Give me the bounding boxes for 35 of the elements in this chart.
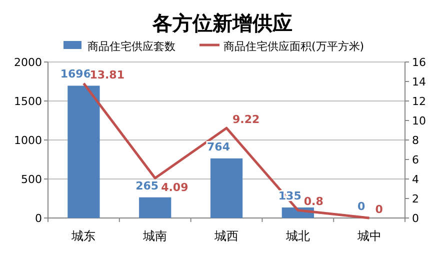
data-label: 0 <box>357 200 366 213</box>
x-tick-label: 城西 <box>214 229 238 243</box>
legend-label: 商品住宅供应面积(万平方米) <box>224 40 364 53</box>
y-tick-label: 0 <box>35 212 42 225</box>
data-label: 0 <box>375 203 384 216</box>
y-tick-label: 2000 <box>14 56 42 69</box>
x-tick-label: 城中 <box>356 229 382 243</box>
data-label: 1696 <box>60 68 92 81</box>
y-tick-label: 1000 <box>14 134 42 147</box>
data-label: 265 <box>136 179 159 192</box>
y2-tick-label: 12 <box>412 95 426 108</box>
legend-label: 商品住宅供应套数 <box>88 40 176 53</box>
y2-tick-label: 8 <box>412 134 419 147</box>
bar <box>210 158 243 218</box>
data-label: 9.22 <box>232 113 260 126</box>
x-tick-label: 城北 <box>284 229 310 243</box>
y2-tick-label: 14 <box>412 76 426 88</box>
bar <box>68 86 100 218</box>
data-label: 13.81 <box>90 68 124 82</box>
bar <box>139 197 172 218</box>
y-tick-label: 1500 <box>14 95 42 108</box>
y2-tick-label: 2 <box>412 192 419 206</box>
line-series <box>82 82 371 220</box>
data-label: 764 <box>207 140 230 154</box>
y2-tick-label: 6 <box>412 154 419 166</box>
y-tick-label: 500 <box>21 173 42 186</box>
data-label: 0.8 <box>304 195 324 208</box>
x-tick-label: 城南 <box>142 229 168 243</box>
y2-tick-label: 10 <box>412 114 426 128</box>
chart-title: 各方位新增供应 <box>152 11 292 35</box>
y2-tick-label: 16 <box>412 56 426 69</box>
x-tick-label: 城东 <box>70 229 96 243</box>
y2-tick-label: 0 <box>412 212 419 225</box>
data-label: 4.09 <box>161 181 188 194</box>
y2-tick-label: 4 <box>412 173 419 186</box>
